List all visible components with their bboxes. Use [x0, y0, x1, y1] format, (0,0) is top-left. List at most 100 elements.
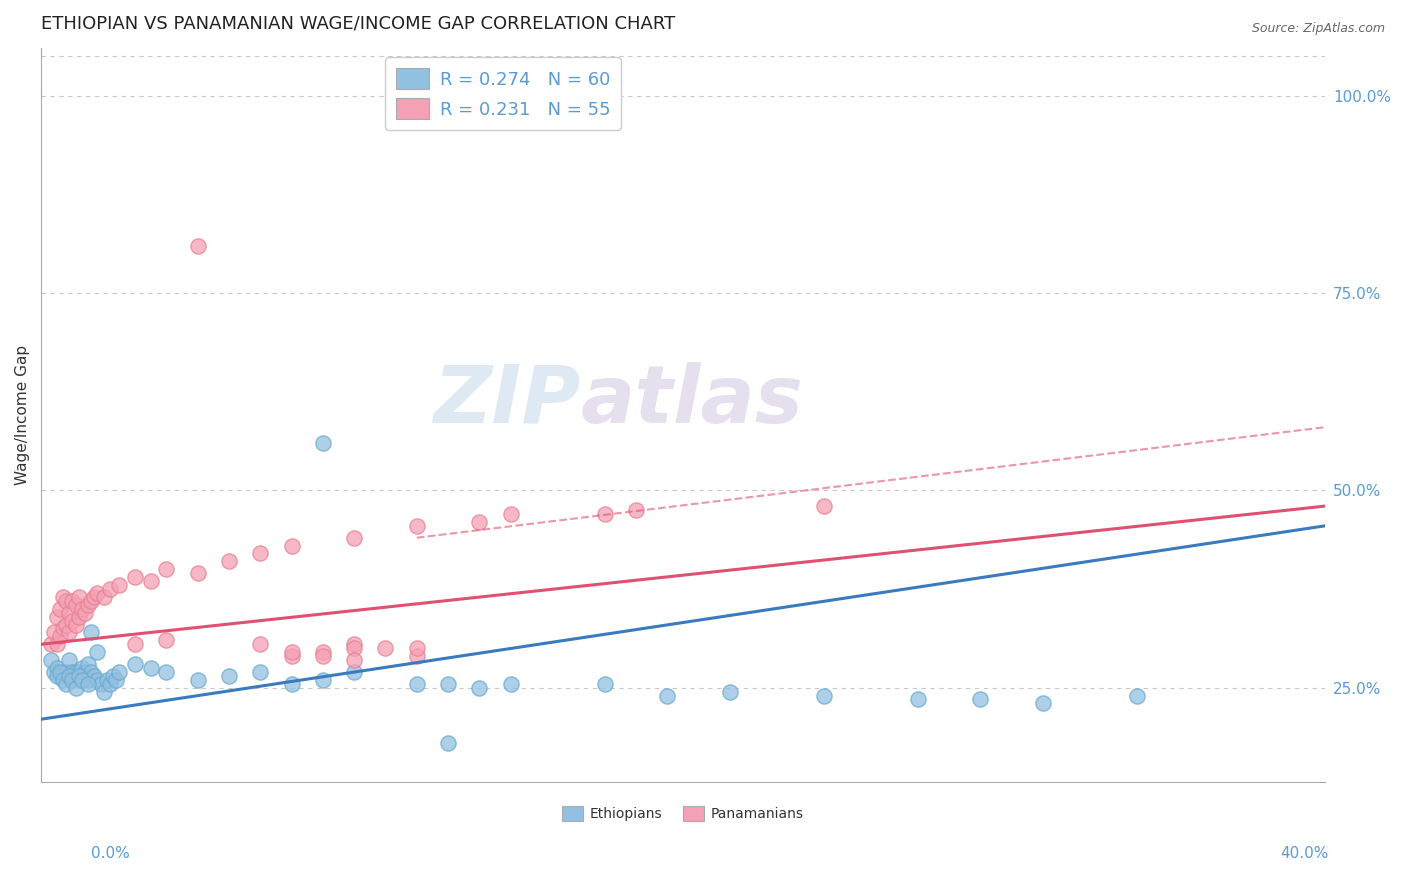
Point	[45, 669, 67, 683]
Point	[73, 606, 96, 620]
Point	[98, 582, 121, 596]
Point	[77, 673, 100, 687]
Point	[187, 238, 209, 252]
Point	[93, 684, 115, 698]
Legend: Ethiopians, Panamanians: Ethiopians, Panamanians	[557, 801, 810, 827]
Point	[73, 665, 96, 679]
Text: 40.0%: 40.0%	[1281, 846, 1329, 861]
Point	[718, 684, 741, 698]
Point	[593, 676, 616, 690]
Point	[58, 653, 80, 667]
Point	[45, 661, 67, 675]
Point	[249, 547, 271, 561]
Point	[80, 625, 103, 640]
Point	[86, 673, 108, 687]
Point	[312, 673, 335, 687]
Point	[187, 673, 209, 687]
Point	[65, 598, 87, 612]
Point	[218, 554, 240, 568]
Point	[70, 601, 93, 615]
Point	[52, 622, 75, 636]
Point	[249, 665, 271, 679]
Text: ZIP: ZIP	[433, 362, 581, 440]
Point	[67, 665, 90, 679]
Point	[312, 645, 335, 659]
Point	[108, 578, 131, 592]
Point	[249, 637, 271, 651]
Point	[468, 681, 491, 695]
Point	[39, 653, 62, 667]
Point	[468, 515, 491, 529]
Point	[58, 669, 80, 683]
Point	[405, 641, 427, 656]
Point	[98, 676, 121, 690]
Point	[124, 657, 146, 671]
Point	[90, 676, 112, 690]
Point	[70, 673, 93, 687]
Point	[83, 590, 105, 604]
Point	[813, 499, 835, 513]
Point	[907, 692, 929, 706]
Point	[65, 617, 87, 632]
Point	[108, 665, 131, 679]
Point	[280, 649, 302, 664]
Point	[105, 673, 128, 687]
Point	[343, 637, 366, 651]
Text: Source: ZipAtlas.com: Source: ZipAtlas.com	[1251, 22, 1385, 36]
Point	[405, 519, 427, 533]
Point	[80, 594, 103, 608]
Point	[58, 625, 80, 640]
Point	[62, 665, 84, 679]
Point	[101, 669, 124, 683]
Point	[67, 590, 90, 604]
Point	[1032, 697, 1054, 711]
Point	[343, 641, 366, 656]
Point	[83, 669, 105, 683]
Point	[124, 570, 146, 584]
Point	[39, 637, 62, 651]
Point	[62, 673, 84, 687]
Point	[86, 586, 108, 600]
Point	[77, 598, 100, 612]
Point	[49, 665, 72, 679]
Point	[405, 649, 427, 664]
Point	[45, 609, 67, 624]
Point	[55, 676, 77, 690]
Point	[62, 673, 84, 687]
Point	[187, 566, 209, 581]
Point	[70, 661, 93, 675]
Point	[280, 645, 302, 659]
Point	[65, 665, 87, 679]
Point	[657, 689, 679, 703]
Point	[93, 590, 115, 604]
Point	[499, 676, 522, 690]
Text: 0.0%: 0.0%	[91, 846, 131, 861]
Point	[55, 665, 77, 679]
Point	[45, 637, 67, 651]
Point	[312, 436, 335, 450]
Y-axis label: Wage/Income Gap: Wage/Income Gap	[15, 345, 30, 485]
Point	[67, 669, 90, 683]
Point	[49, 629, 72, 643]
Point	[969, 692, 991, 706]
Point	[139, 574, 162, 588]
Point	[58, 606, 80, 620]
Point	[49, 601, 72, 615]
Text: ETHIOPIAN VS PANAMANIAN WAGE/INCOME GAP CORRELATION CHART: ETHIOPIAN VS PANAMANIAN WAGE/INCOME GAP …	[41, 15, 675, 33]
Point	[343, 653, 366, 667]
Point	[813, 689, 835, 703]
Point	[139, 661, 162, 675]
Point	[155, 665, 177, 679]
Point	[42, 625, 65, 640]
Point	[55, 617, 77, 632]
Point	[96, 673, 118, 687]
Point	[437, 676, 460, 690]
Point	[280, 676, 302, 690]
Point	[67, 609, 90, 624]
Point	[593, 507, 616, 521]
Point	[343, 665, 366, 679]
Point	[55, 594, 77, 608]
Point	[1126, 689, 1149, 703]
Point	[80, 665, 103, 679]
Point	[218, 669, 240, 683]
